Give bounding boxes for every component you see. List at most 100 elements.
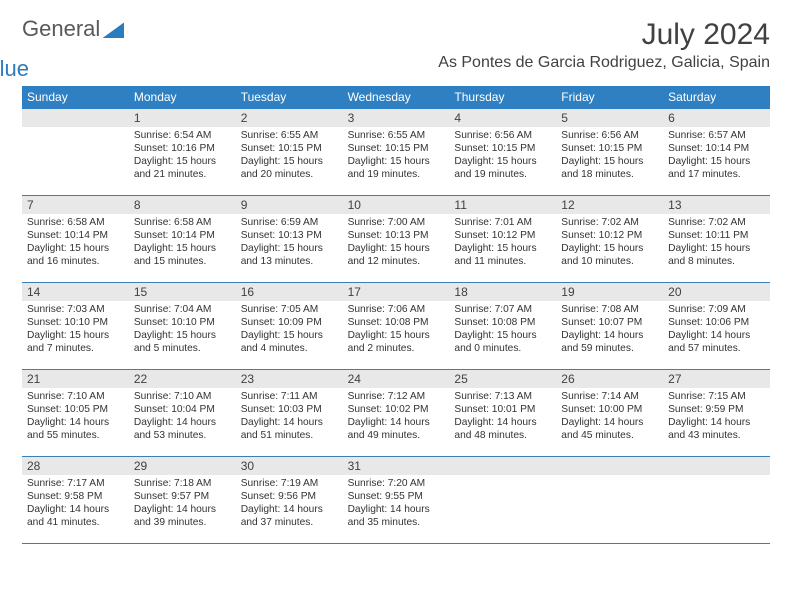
sunrise-text: Sunrise: 7:00 AM xyxy=(348,216,446,229)
day-number: 28 xyxy=(22,457,129,475)
day-details: Sunrise: 7:15 AMSunset: 9:59 PMDaylight:… xyxy=(663,388,770,446)
sunset-text: Sunset: 10:08 PM xyxy=(454,316,552,329)
sunset-text: Sunset: 10:13 PM xyxy=(241,229,339,242)
sunset-text: Sunset: 10:10 PM xyxy=(134,316,232,329)
daylight-text: Daylight: 14 hours and 55 minutes. xyxy=(27,416,125,442)
day-number: 25 xyxy=(449,370,556,388)
daylight-text: Daylight: 15 hours and 16 minutes. xyxy=(27,242,125,268)
calendar-page: General Blue July 2024 As Pontes de Garc… xyxy=(0,0,792,562)
calendar-cell: 26Sunrise: 7:14 AMSunset: 10:00 PMDaylig… xyxy=(556,370,663,456)
calendar-cell xyxy=(449,457,556,543)
weekday-header: Tuesday xyxy=(236,86,343,109)
weekday-header: Friday xyxy=(556,86,663,109)
calendar-cell: 16Sunrise: 7:05 AMSunset: 10:09 PMDaylig… xyxy=(236,283,343,369)
sunrise-text: Sunrise: 7:10 AM xyxy=(27,390,125,403)
sunrise-text: Sunrise: 6:58 AM xyxy=(134,216,232,229)
sunset-text: Sunset: 10:15 PM xyxy=(348,142,446,155)
sunrise-text: Sunrise: 7:13 AM xyxy=(454,390,552,403)
day-number xyxy=(556,457,663,475)
calendar-cell: 31Sunrise: 7:20 AMSunset: 9:55 PMDayligh… xyxy=(343,457,450,543)
sunrise-text: Sunrise: 7:12 AM xyxy=(348,390,446,403)
header-row: General Blue July 2024 As Pontes de Garc… xyxy=(22,18,770,80)
sunrise-text: Sunrise: 7:01 AM xyxy=(454,216,552,229)
day-number: 5 xyxy=(556,109,663,127)
sunrise-text: Sunrise: 7:15 AM xyxy=(668,390,766,403)
day-number: 21 xyxy=(22,370,129,388)
calendar-cell: 19Sunrise: 7:08 AMSunset: 10:07 PMDaylig… xyxy=(556,283,663,369)
title-block: July 2024 As Pontes de Garcia Rodriguez,… xyxy=(438,18,770,72)
day-details: Sunrise: 7:19 AMSunset: 9:56 PMDaylight:… xyxy=(236,475,343,533)
weekday-header: Saturday xyxy=(663,86,770,109)
calendar-cell: 4Sunrise: 6:56 AMSunset: 10:15 PMDayligh… xyxy=(449,109,556,195)
calendar-cell: 25Sunrise: 7:13 AMSunset: 10:01 PMDaylig… xyxy=(449,370,556,456)
day-details: Sunrise: 7:11 AMSunset: 10:03 PMDaylight… xyxy=(236,388,343,446)
daylight-text: Daylight: 15 hours and 17 minutes. xyxy=(668,155,766,181)
day-number: 30 xyxy=(236,457,343,475)
sunrise-text: Sunrise: 6:54 AM xyxy=(134,129,232,142)
sunset-text: Sunset: 10:15 PM xyxy=(454,142,552,155)
sunrise-text: Sunrise: 6:59 AM xyxy=(241,216,339,229)
calendar-cell: 20Sunrise: 7:09 AMSunset: 10:06 PMDaylig… xyxy=(663,283,770,369)
sunset-text: Sunset: 10:02 PM xyxy=(348,403,446,416)
calendar-week-row: 7Sunrise: 6:58 AMSunset: 10:14 PMDayligh… xyxy=(22,196,770,283)
daylight-text: Daylight: 15 hours and 8 minutes. xyxy=(668,242,766,268)
sunset-text: Sunset: 10:13 PM xyxy=(348,229,446,242)
calendar-cell: 21Sunrise: 7:10 AMSunset: 10:05 PMDaylig… xyxy=(22,370,129,456)
day-number: 13 xyxy=(663,196,770,214)
day-details: Sunrise: 6:58 AMSunset: 10:14 PMDaylight… xyxy=(22,214,129,272)
sunset-text: Sunset: 10:16 PM xyxy=(134,142,232,155)
sunset-text: Sunset: 10:12 PM xyxy=(561,229,659,242)
daylight-text: Daylight: 15 hours and 13 minutes. xyxy=(241,242,339,268)
day-details: Sunrise: 6:57 AMSunset: 10:14 PMDaylight… xyxy=(663,127,770,185)
daylight-text: Daylight: 15 hours and 18 minutes. xyxy=(561,155,659,181)
sunset-text: Sunset: 9:59 PM xyxy=(668,403,766,416)
day-number: 6 xyxy=(663,109,770,127)
daylight-text: Daylight: 14 hours and 59 minutes. xyxy=(561,329,659,355)
daylight-text: Daylight: 14 hours and 53 minutes. xyxy=(134,416,232,442)
daylight-text: Daylight: 14 hours and 51 minutes. xyxy=(241,416,339,442)
day-number xyxy=(22,109,129,127)
sunset-text: Sunset: 10:07 PM xyxy=(561,316,659,329)
calendar-cell: 29Sunrise: 7:18 AMSunset: 9:57 PMDayligh… xyxy=(129,457,236,543)
calendar-week-row: 1Sunrise: 6:54 AMSunset: 10:16 PMDayligh… xyxy=(22,109,770,196)
sunrise-text: Sunrise: 7:19 AM xyxy=(241,477,339,490)
calendar-cell: 5Sunrise: 6:56 AMSunset: 10:15 PMDayligh… xyxy=(556,109,663,195)
daylight-text: Daylight: 14 hours and 39 minutes. xyxy=(134,503,232,529)
day-details: Sunrise: 7:06 AMSunset: 10:08 PMDaylight… xyxy=(343,301,450,359)
day-number: 19 xyxy=(556,283,663,301)
day-number: 10 xyxy=(343,196,450,214)
daylight-text: Daylight: 15 hours and 12 minutes. xyxy=(348,242,446,268)
day-details: Sunrise: 7:10 AMSunset: 10:05 PMDaylight… xyxy=(22,388,129,446)
calendar-cell: 7Sunrise: 6:58 AMSunset: 10:14 PMDayligh… xyxy=(22,196,129,282)
day-number: 27 xyxy=(663,370,770,388)
sunset-text: Sunset: 10:00 PM xyxy=(561,403,659,416)
sunset-text: Sunset: 9:57 PM xyxy=(134,490,232,503)
sunrise-text: Sunrise: 7:02 AM xyxy=(561,216,659,229)
sunrise-text: Sunrise: 7:11 AM xyxy=(241,390,339,403)
day-details: Sunrise: 6:54 AMSunset: 10:16 PMDaylight… xyxy=(129,127,236,185)
daylight-text: Daylight: 15 hours and 19 minutes. xyxy=(348,155,446,181)
sunset-text: Sunset: 10:15 PM xyxy=(561,142,659,155)
daylight-text: Daylight: 14 hours and 41 minutes. xyxy=(27,503,125,529)
sunset-text: Sunset: 10:11 PM xyxy=(668,229,766,242)
day-details: Sunrise: 6:58 AMSunset: 10:14 PMDaylight… xyxy=(129,214,236,272)
sunset-text: Sunset: 10:05 PM xyxy=(27,403,125,416)
day-details: Sunrise: 6:55 AMSunset: 10:15 PMDaylight… xyxy=(236,127,343,185)
calendar-cell: 9Sunrise: 6:59 AMSunset: 10:13 PMDayligh… xyxy=(236,196,343,282)
daylight-text: Daylight: 15 hours and 21 minutes. xyxy=(134,155,232,181)
calendar-cell: 23Sunrise: 7:11 AMSunset: 10:03 PMDaylig… xyxy=(236,370,343,456)
daylight-text: Daylight: 15 hours and 7 minutes. xyxy=(27,329,125,355)
daylight-text: Daylight: 15 hours and 20 minutes. xyxy=(241,155,339,181)
day-number: 23 xyxy=(236,370,343,388)
sunset-text: Sunset: 10:09 PM xyxy=(241,316,339,329)
day-details: Sunrise: 7:20 AMSunset: 9:55 PMDaylight:… xyxy=(343,475,450,533)
day-number: 7 xyxy=(22,196,129,214)
calendar-cell: 12Sunrise: 7:02 AMSunset: 10:12 PMDaylig… xyxy=(556,196,663,282)
calendar-cell: 17Sunrise: 7:06 AMSunset: 10:08 PMDaylig… xyxy=(343,283,450,369)
sunrise-text: Sunrise: 7:17 AM xyxy=(27,477,125,490)
day-details: Sunrise: 7:03 AMSunset: 10:10 PMDaylight… xyxy=(22,301,129,359)
sunset-text: Sunset: 9:56 PM xyxy=(241,490,339,503)
calendar-cell: 27Sunrise: 7:15 AMSunset: 9:59 PMDayligh… xyxy=(663,370,770,456)
sunrise-text: Sunrise: 7:10 AM xyxy=(134,390,232,403)
day-details: Sunrise: 7:14 AMSunset: 10:00 PMDaylight… xyxy=(556,388,663,446)
